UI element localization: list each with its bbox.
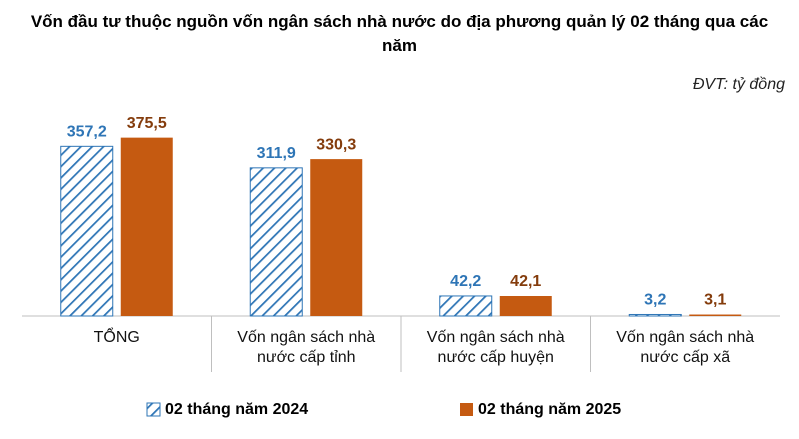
legend-swatch — [460, 403, 473, 416]
value-label: 311,9 — [257, 145, 296, 162]
x-tick-label: Vốn ngân sách nhà nước cấp huyện — [426, 329, 565, 366]
unit-note: ĐVT: tỷ đồng — [692, 76, 785, 93]
value-label: 42,2 — [450, 273, 481, 290]
bar — [499, 296, 552, 316]
value-label: 357,2 — [67, 124, 107, 141]
value-label: 330,3 — [316, 136, 356, 153]
bar — [439, 295, 493, 317]
chart-title: Vốn đầu tư thuộc nguồn vốn ngân sách nhà… — [30, 12, 769, 55]
bar — [249, 167, 303, 317]
x-tick-label: Vốn ngân sách nhà nước cấp xã — [616, 329, 755, 366]
legend-swatch — [146, 402, 161, 417]
x-tick-label: Vốn ngân sách nhà nước cấp tỉnh — [237, 329, 376, 366]
value-label: 42,1 — [510, 273, 541, 290]
legend-label: 02 tháng năm 2024 — [165, 401, 308, 418]
bar — [310, 159, 363, 316]
value-label: 375,5 — [127, 115, 167, 132]
bar — [628, 313, 682, 317]
x-tick-label: TỔNG — [93, 329, 140, 346]
value-label: 3,2 — [644, 292, 666, 309]
value-label: 3,1 — [704, 292, 726, 309]
bar — [60, 145, 114, 317]
legend-label: 02 tháng năm 2025 — [478, 401, 621, 418]
bar — [120, 137, 173, 316]
bar — [689, 314, 742, 316]
